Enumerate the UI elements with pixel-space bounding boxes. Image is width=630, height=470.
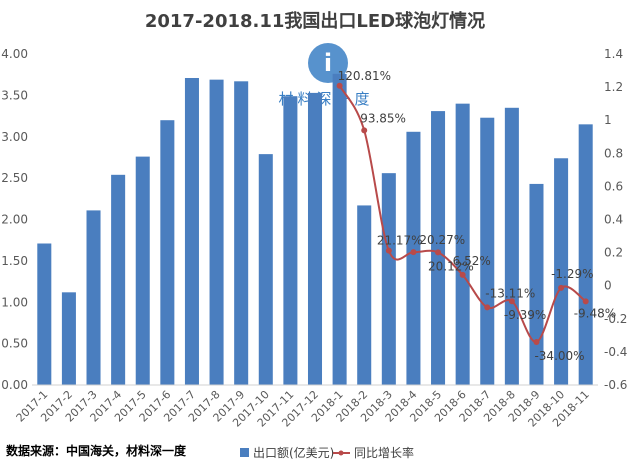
growth-rate-data-label: -9.48% — [574, 306, 616, 320]
right-axis-tick-label: 1.4 — [604, 47, 623, 61]
left-axis-tick-label: 0.50 — [1, 337, 28, 351]
left-axis-tick-label: 0.00 — [1, 378, 28, 392]
watermark-logo: i 材料深一度 — [278, 43, 370, 108]
right-axis-tick-label: -0.2 — [604, 312, 627, 326]
bar-export-value — [234, 81, 249, 386]
bar-export-value — [61, 292, 76, 385]
chart-title: 2017-2018.11我国出口LED球泡灯情况 — [145, 10, 485, 32]
legend-line-marker — [338, 450, 344, 456]
watermark-logo-icon-glyph: i — [324, 49, 332, 77]
left-axis-tick-label: 2.00 — [1, 213, 28, 227]
legend-line-label: 同比增长率 — [354, 445, 414, 460]
growth-rate-point — [533, 338, 540, 345]
right-axis-tick-label: 0.4 — [604, 213, 623, 227]
legend: 出口额(亿美元) 同比增长率 — [240, 445, 414, 460]
bar-export-value — [111, 174, 126, 385]
left-axis-tick-label: 3.50 — [1, 88, 28, 102]
growth-rate-point — [385, 247, 392, 254]
growth-rate-data-label: -34.00% — [534, 349, 584, 363]
legend-bar-swatch — [240, 448, 249, 457]
bar-export-value — [455, 103, 470, 386]
growth-rate-point — [484, 304, 491, 311]
growth-rate-data-label: -13.11% — [485, 286, 535, 300]
bar-export-value — [160, 120, 175, 385]
right-axis-tick-label: 1.2 — [604, 80, 623, 94]
bar-export-value — [504, 107, 519, 385]
right-axis-tick-label: -0.6 — [604, 378, 627, 392]
right-axis-tick-label: 1 — [604, 113, 612, 127]
bar-export-value — [283, 96, 298, 385]
bar-export-value — [406, 131, 421, 385]
growth-rate-point — [435, 249, 442, 256]
growth-rate-data-label: 20.12% — [428, 259, 474, 273]
growth-rate-point — [558, 284, 565, 291]
growth-rate-data-label: -9.39% — [504, 308, 546, 322]
left-axis-tick-label: 1.50 — [1, 254, 28, 268]
bar-export-value — [554, 158, 569, 385]
source-note: 数据来源：中国海关，材料深一度 — [6, 443, 187, 458]
bar-export-value — [37, 243, 52, 385]
growth-rate-data-label: 120.81% — [338, 69, 391, 83]
bar-export-value — [209, 79, 224, 385]
growth-rate-point — [508, 298, 515, 305]
growth-rate-point — [336, 82, 343, 89]
growth-rate-data-label: 20.27% — [419, 233, 465, 247]
right-axis-tick-label: 0.8 — [604, 146, 623, 160]
bar-export-value — [381, 173, 396, 385]
bar-export-value — [480, 117, 495, 385]
growth-rate-data-label: -1.29% — [551, 267, 593, 281]
bar-export-value — [86, 210, 101, 385]
right-axis-tick-label: 0.2 — [604, 246, 623, 260]
bar-export-value — [431, 111, 446, 385]
growth-rate-point — [459, 271, 466, 278]
growth-rate-data-label: 6.52% — [453, 254, 491, 268]
bar-export-value — [357, 205, 372, 385]
bar-export-value — [135, 156, 150, 385]
right-axis-tick-label: 0 — [604, 279, 612, 293]
growth-rate-point — [582, 298, 589, 305]
right-axis-tick-label: 0.6 — [604, 179, 623, 193]
growth-rate-data-label: 21.17% — [377, 234, 423, 248]
right-axis-tick-label: -0.4 — [604, 345, 627, 359]
bar-export-value — [184, 77, 199, 385]
growth-rate-data-label: 93.85% — [360, 111, 406, 125]
growth-rate-point — [361, 127, 368, 134]
watermark-logo-icon — [308, 43, 348, 83]
left-axis-tick-label: 4.00 — [1, 47, 28, 61]
bar-export-value — [258, 154, 273, 385]
bar-export-value — [307, 92, 323, 385]
bar-export-value — [578, 124, 593, 386]
bar-export-value — [332, 73, 347, 386]
left-axis-tick-label: 1.00 — [1, 295, 28, 309]
left-axis-tick-label: 3.00 — [1, 130, 28, 144]
bar-export-value — [529, 183, 544, 385]
legend-bar-label: 出口额(亿美元) — [253, 445, 334, 460]
growth-rate-point — [410, 249, 417, 256]
left-axis-tick-label: 2.50 — [1, 171, 28, 185]
